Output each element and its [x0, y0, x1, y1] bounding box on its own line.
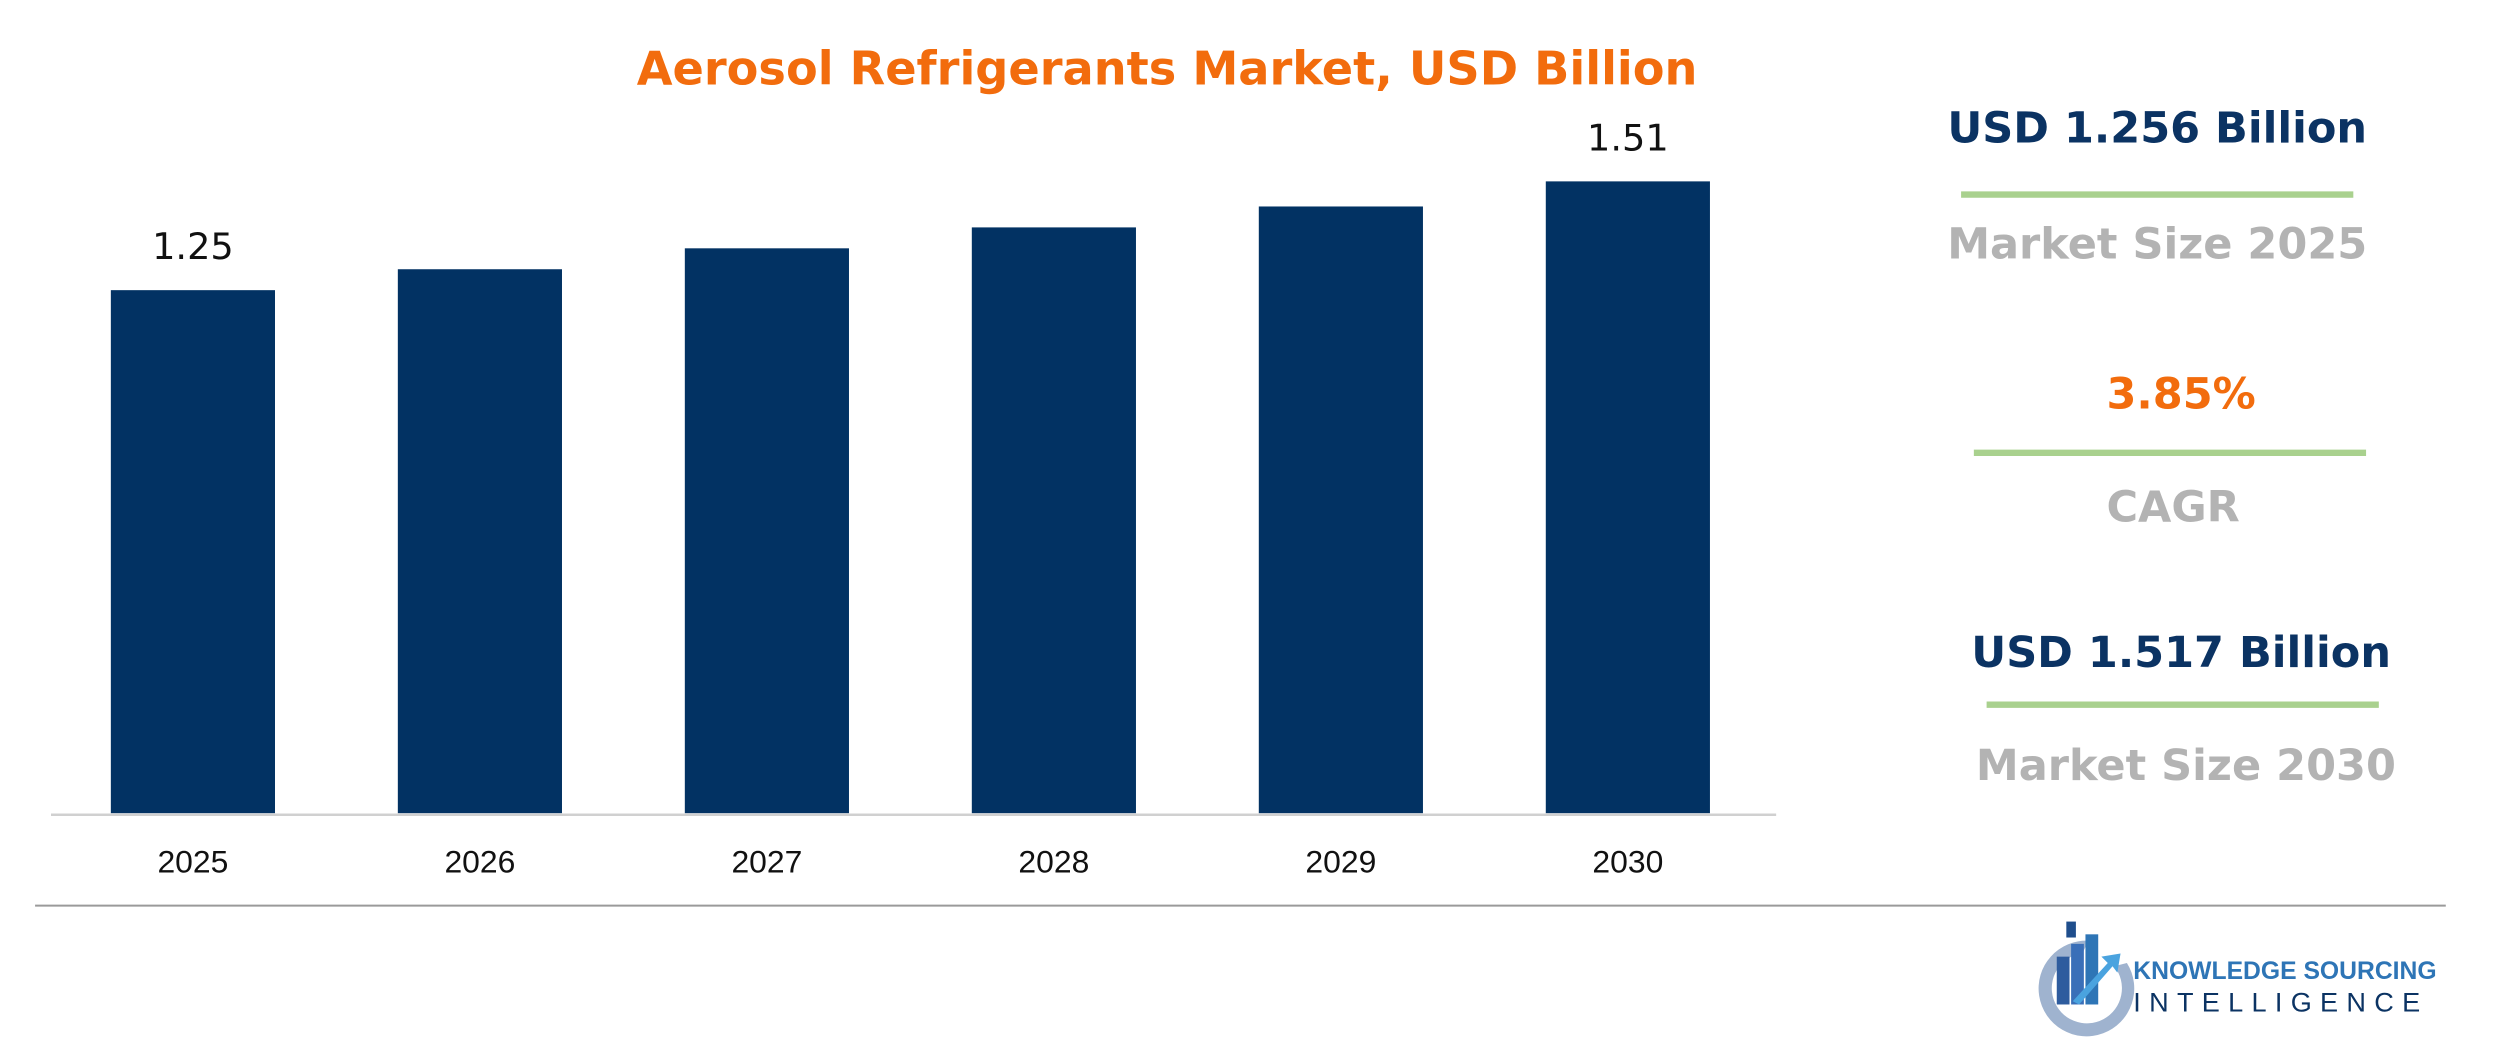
- logo-line1: KNOWLEDGE SOURCING: [2133, 958, 2436, 985]
- value-label: 1.25: [152, 225, 234, 268]
- chart-title: Aerosol Refrigerants Market, USD Billion: [637, 41, 1698, 95]
- stat-label: Market Size 2025: [1947, 220, 2367, 270]
- logo-line2: INTELLIGENCE: [2133, 987, 2428, 1018]
- logo-icon: [2038, 921, 2135, 1037]
- stat-value: USD 1.256 Billion: [1947, 103, 2367, 153]
- bar: [1545, 181, 1710, 814]
- x-tick-label: 2026: [444, 844, 515, 880]
- value-label: 1.51: [1587, 116, 1669, 159]
- bar: [684, 248, 849, 814]
- x-tick-label: 2027: [731, 844, 802, 880]
- x-tick-label: 2028: [1018, 844, 1089, 880]
- bar: [110, 290, 276, 814]
- bar: [397, 269, 562, 814]
- bar: [1258, 206, 1423, 814]
- x-tick-label: 2030: [1592, 844, 1663, 880]
- stat-label: Market Size 2030: [1976, 741, 2396, 791]
- stat-label: CAGR: [2106, 483, 2239, 533]
- x-tick-label: 2029: [1305, 844, 1376, 880]
- bar: [971, 227, 1136, 814]
- x-tick-label: 2025: [157, 844, 228, 880]
- stat-value: USD 1.517 Billion: [1971, 628, 2391, 678]
- stat-value: 3.85%: [2106, 370, 2255, 420]
